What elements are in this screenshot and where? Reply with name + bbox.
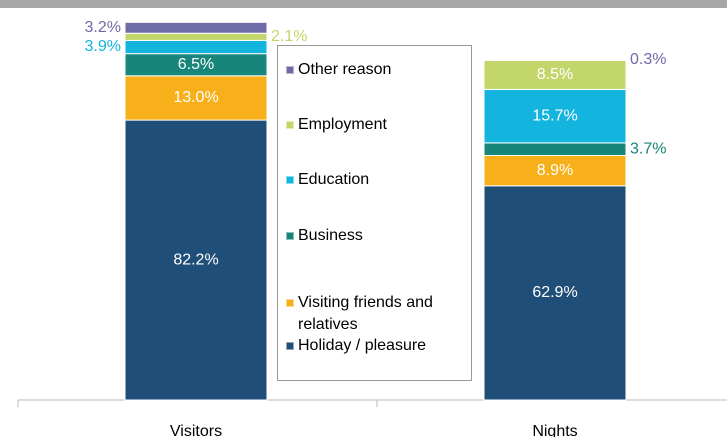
header-band	[0, 0, 727, 8]
legend-entry: Education	[286, 169, 466, 191]
legend-entry: Business	[286, 225, 466, 247]
bar-segment	[483, 154, 627, 187]
bar-segment	[124, 32, 268, 41]
legend-swatch	[286, 121, 294, 129]
bar-segment	[483, 59, 627, 90]
data-label: 82.2%	[173, 251, 218, 268]
data-label: 13.0%	[173, 89, 218, 106]
data-label: 2.1%	[271, 28, 307, 45]
legend: Holiday / pleasure Visiting friends and r…	[277, 45, 472, 381]
legend-label: Employment	[298, 116, 387, 133]
bar-segment	[483, 88, 627, 144]
bar-segment	[124, 119, 268, 401]
legend-swatch	[286, 232, 294, 240]
legend-entry: Other reason	[286, 59, 466, 81]
legend-swatch	[286, 176, 294, 184]
data-label: 3.2%	[85, 19, 121, 36]
bar-segment	[124, 21, 268, 34]
legend-entry: Holiday / pleasure	[286, 335, 466, 357]
bar-segment	[483, 58, 627, 61]
data-label: 8.5%	[537, 66, 573, 83]
legend-swatch	[286, 299, 294, 307]
data-label: 3.7%	[630, 140, 666, 157]
bar-segment	[124, 39, 268, 55]
legend-label: Other reason	[298, 61, 392, 78]
legend-label: Visiting friends and relatives	[298, 294, 433, 333]
legend-label: Business	[298, 227, 363, 244]
data-label: 3.9%	[85, 38, 121, 55]
x-tick-label: Nights	[532, 423, 577, 437]
legend-entry: Employment	[286, 114, 466, 136]
data-label: 15.7%	[532, 107, 577, 124]
bar-segment	[483, 185, 627, 401]
legend-swatch	[286, 342, 294, 350]
data-label: 0.3%	[630, 51, 666, 68]
legend-swatch	[286, 66, 294, 74]
data-label: 6.5%	[178, 56, 214, 73]
data-label: 8.9%	[537, 162, 573, 179]
data-label: 62.9%	[532, 284, 577, 301]
legend-label: Education	[298, 171, 370, 188]
bar-segment	[124, 75, 268, 121]
x-tick-label: Visitors	[170, 423, 222, 437]
legend-entry: Visiting friends and relatives	[286, 292, 466, 336]
bar-segment	[483, 142, 627, 156]
legend-label: Holiday / pleasure	[298, 337, 427, 354]
